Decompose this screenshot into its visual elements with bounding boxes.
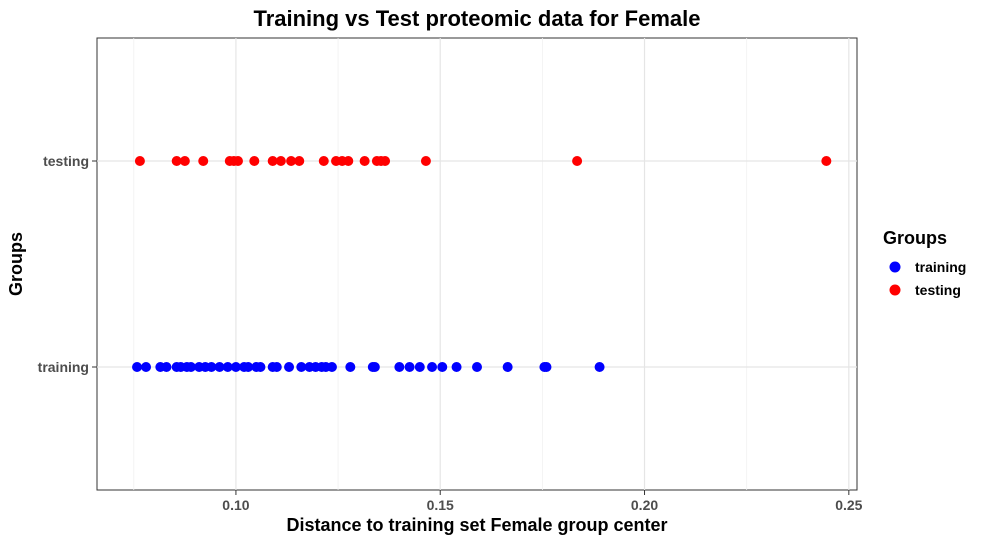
point-testing-12 <box>318 156 329 166</box>
point-testing-16 <box>359 156 370 166</box>
point-training-21 <box>296 362 307 372</box>
chart-title: Training vs Test proteomic data for Fema… <box>253 6 700 31</box>
y-axis-title: Groups <box>6 232 26 296</box>
point-testing-9 <box>275 156 286 166</box>
x-tick-label-0: 0.10 <box>222 497 249 513</box>
point-training-27 <box>345 362 356 372</box>
point-testing-22 <box>821 156 832 166</box>
point-testing-2 <box>179 156 190 166</box>
x-tick-label-2: 0.20 <box>631 497 658 513</box>
point-testing-3 <box>198 156 209 166</box>
point-training-36 <box>472 362 482 372</box>
x-tick-label-3: 0.25 <box>835 497 862 513</box>
point-training-10 <box>206 362 217 372</box>
point-training-13 <box>230 362 241 372</box>
point-testing-7 <box>249 156 260 166</box>
point-training-3 <box>161 362 172 372</box>
point-training-19 <box>271 362 282 372</box>
legend-key-training <box>889 261 901 273</box>
point-testing-20 <box>420 156 431 166</box>
point-testing-8 <box>267 156 278 166</box>
point-training-20 <box>284 362 295 372</box>
point-training-17 <box>255 362 266 372</box>
plot-panel <box>96 37 858 491</box>
point-training-31 <box>404 362 415 372</box>
point-training-32 <box>414 362 425 372</box>
point-testing-10 <box>286 156 297 166</box>
legend: Groups training testing <box>883 228 966 298</box>
y-tick-label-testing: testing <box>43 153 89 169</box>
point-training-26 <box>326 362 337 372</box>
point-training-29 <box>369 362 380 372</box>
point-training-35 <box>451 362 462 372</box>
point-testing-11 <box>294 156 305 166</box>
x-axis-title: Distance to training set Female group ce… <box>286 515 667 535</box>
y-tick-label-training: training <box>38 359 89 375</box>
point-training-1 <box>141 362 152 372</box>
point-training-33 <box>427 362 438 372</box>
x-tick-label-1: 0.15 <box>427 497 454 513</box>
legend-title: Groups <box>883 228 947 248</box>
legend-label-testing: testing <box>915 282 961 298</box>
point-training-0 <box>132 362 143 372</box>
point-training-15 <box>243 362 254 372</box>
point-testing-15 <box>343 156 354 166</box>
point-testing-21 <box>572 156 583 166</box>
point-training-37 <box>502 362 513 372</box>
points-layer <box>132 156 832 372</box>
point-testing-6 <box>232 156 243 166</box>
point-training-11 <box>214 362 225 372</box>
point-training-30 <box>394 362 405 372</box>
point-testing-19 <box>380 156 391 166</box>
point-training-40 <box>594 362 605 372</box>
point-training-7 <box>185 362 196 372</box>
legend-key-testing <box>889 284 901 296</box>
x-ticks-layer: 0.10 0.15 0.20 0.25 <box>222 490 863 513</box>
y-ticks-layer: training testing <box>38 153 97 375</box>
legend-label-training: training <box>915 259 966 275</box>
point-testing-1 <box>171 156 182 166</box>
point-testing-0 <box>134 156 145 166</box>
point-training-39 <box>541 362 552 372</box>
point-training-34 <box>437 362 448 372</box>
point-training-12 <box>222 362 233 372</box>
